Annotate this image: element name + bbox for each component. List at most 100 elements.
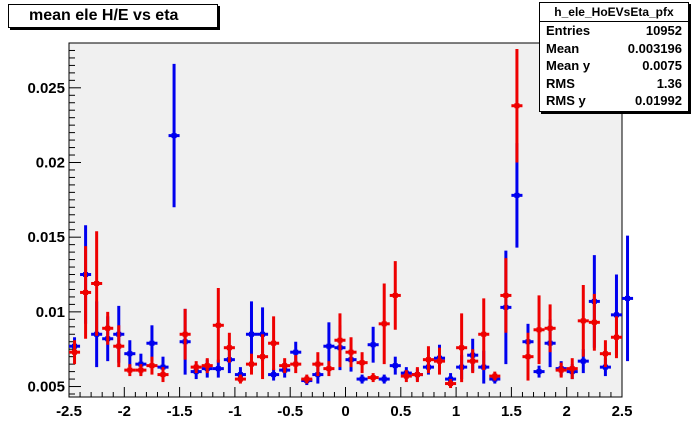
marker	[83, 289, 89, 295]
data-point-red	[478, 298, 490, 371]
marker	[437, 358, 443, 364]
data-point-red	[201, 358, 213, 374]
data-point-blue	[168, 63, 180, 208]
marker	[94, 280, 100, 286]
stats-histogram-name: h_ele_HoEVsEta_pfx	[540, 3, 688, 22]
data-point-blue	[268, 368, 280, 381]
stats-row: Entries 10952	[540, 22, 688, 40]
data-point-red	[223, 332, 235, 363]
marker	[315, 361, 321, 367]
data-point-blue	[367, 326, 379, 363]
marker	[381, 376, 387, 382]
data-point-red	[489, 371, 501, 381]
marker	[116, 343, 122, 349]
data-point-red	[389, 261, 401, 330]
data-point-red	[80, 246, 92, 339]
marker	[215, 322, 221, 328]
marker	[425, 357, 431, 363]
data-point-red	[445, 379, 457, 389]
marker	[248, 331, 254, 337]
data-point-blue	[378, 374, 390, 384]
data-point-red	[422, 346, 434, 374]
x-tick-label: 2	[563, 403, 571, 420]
data-point-red	[378, 283, 390, 365]
marker	[293, 361, 299, 367]
marker	[215, 366, 221, 372]
data-point-red	[577, 284, 589, 357]
marker	[558, 367, 564, 373]
data-point-red	[533, 295, 545, 365]
axis-tick-labels: -2.5 -2 -1.5 -1 -0.5 0 0.5 1 1.5 2 2.5 0.005 0.01 0.0…	[27, 80, 632, 420]
x-tick-label: 0.5	[390, 403, 411, 420]
data-point-red	[91, 231, 103, 336]
marker	[359, 360, 365, 366]
data-point-red	[312, 352, 324, 377]
data-point-blue	[533, 365, 545, 378]
y-tick-label: 0.025	[27, 80, 65, 97]
marker	[547, 325, 553, 331]
data-point-red	[268, 316, 280, 371]
marker	[304, 376, 310, 382]
stats-box: h_ele_HoEVsEta_pfx Entries 10952 Mean 0.…	[539, 2, 689, 112]
data-point-red	[124, 364, 136, 377]
data-point-red	[301, 374, 313, 384]
marker	[602, 351, 608, 357]
data-point-red	[544, 304, 556, 353]
marker	[370, 375, 376, 381]
marker	[160, 372, 166, 378]
data-point-red	[555, 362, 567, 378]
data-point-blue	[146, 325, 158, 362]
marker	[514, 103, 520, 109]
data-point-red	[467, 349, 479, 374]
stats-row: Mean y 0.0075	[540, 57, 688, 75]
marker	[127, 351, 133, 357]
stats-label: RMS	[546, 75, 575, 91]
data-point-red	[113, 325, 125, 368]
stats-value: 0.003196	[627, 40, 682, 56]
data-point-red	[135, 364, 147, 377]
data-point-red	[179, 308, 191, 360]
stats-label: RMS y	[546, 93, 586, 108]
marker	[149, 340, 155, 346]
stats-label: Entries	[546, 23, 591, 38]
y-tick-label: 0.01	[36, 304, 65, 321]
y-tick-label: 0.015	[27, 229, 65, 246]
data-point-red	[323, 361, 335, 377]
chart-title: mean ele H/E vs eta	[8, 4, 218, 28]
marker	[392, 292, 398, 298]
x-tick-label: -2.5	[56, 403, 82, 420]
marker	[514, 192, 520, 198]
marker	[591, 319, 597, 325]
data-point-red	[234, 374, 246, 384]
marker	[182, 331, 188, 337]
marker	[470, 358, 476, 364]
marker	[138, 367, 144, 373]
marker	[481, 331, 487, 337]
x-tick-label: 1.5	[501, 403, 522, 420]
stats-row: Mean 0.003196	[540, 40, 688, 58]
marker	[370, 342, 376, 348]
marker	[536, 327, 542, 333]
data-point-blue	[356, 374, 368, 384]
data-point-red	[610, 316, 622, 359]
marker	[580, 358, 586, 364]
data-point-red	[456, 313, 468, 383]
marker	[237, 376, 243, 382]
data-point-red	[69, 340, 81, 365]
stats-row: RMS y 0.01992	[540, 92, 688, 110]
data-point-red	[245, 353, 258, 375]
stats-value: 1.36	[656, 75, 682, 91]
y-tick-label: 0.02	[36, 154, 65, 171]
x-tick-label: -1.5	[167, 403, 193, 420]
y-tick-label: 0.005	[27, 379, 65, 396]
marker	[271, 372, 277, 378]
x-tick-label: -2	[118, 403, 131, 420]
axis-ticks	[68, 49, 623, 397]
stats-row: RMS 1.36	[540, 75, 688, 93]
marker	[260, 354, 266, 360]
marker	[248, 361, 254, 367]
data-point-red	[345, 337, 357, 368]
marker	[271, 340, 277, 346]
marker	[348, 349, 354, 355]
